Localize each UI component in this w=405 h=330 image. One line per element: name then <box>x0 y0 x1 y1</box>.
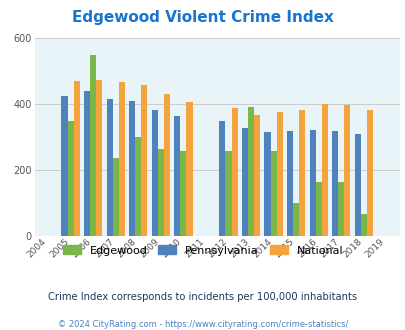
Bar <box>321 104 327 236</box>
Bar <box>141 85 147 236</box>
Bar <box>119 82 125 236</box>
Bar <box>174 116 180 236</box>
Bar <box>129 101 135 236</box>
Bar <box>73 81 79 236</box>
Bar <box>276 112 282 236</box>
Bar <box>151 110 158 236</box>
Bar <box>241 128 247 236</box>
Bar <box>315 182 321 236</box>
Bar <box>331 131 337 236</box>
Bar <box>298 110 305 236</box>
Bar <box>309 130 315 236</box>
Bar <box>106 99 113 236</box>
Bar <box>180 151 186 236</box>
Bar <box>61 96 67 236</box>
Text: Edgewood Violent Crime Index: Edgewood Violent Crime Index <box>72 10 333 25</box>
Legend: Edgewood, Pennsylvania, National: Edgewood, Pennsylvania, National <box>58 241 347 260</box>
Bar <box>225 151 231 236</box>
Bar <box>219 121 225 236</box>
Bar <box>67 121 73 236</box>
Bar <box>247 107 254 236</box>
Bar <box>135 137 141 236</box>
Bar <box>270 151 276 236</box>
Bar <box>231 108 237 236</box>
Text: Crime Index corresponds to incidents per 100,000 inhabitants: Crime Index corresponds to incidents per… <box>48 292 357 302</box>
Bar <box>360 214 366 236</box>
Bar <box>366 110 372 236</box>
Bar <box>343 105 350 236</box>
Bar <box>96 80 102 236</box>
Bar <box>254 115 260 236</box>
Bar <box>84 91 90 236</box>
Bar <box>158 148 164 236</box>
Text: © 2024 CityRating.com - https://www.cityrating.com/crime-statistics/: © 2024 CityRating.com - https://www.city… <box>58 320 347 329</box>
Bar <box>113 158 119 236</box>
Bar <box>337 182 343 236</box>
Bar <box>186 102 192 236</box>
Bar <box>90 55 96 236</box>
Bar <box>264 132 270 236</box>
Bar <box>286 131 292 236</box>
Bar <box>164 94 170 236</box>
Bar <box>354 134 360 236</box>
Bar <box>292 203 298 236</box>
